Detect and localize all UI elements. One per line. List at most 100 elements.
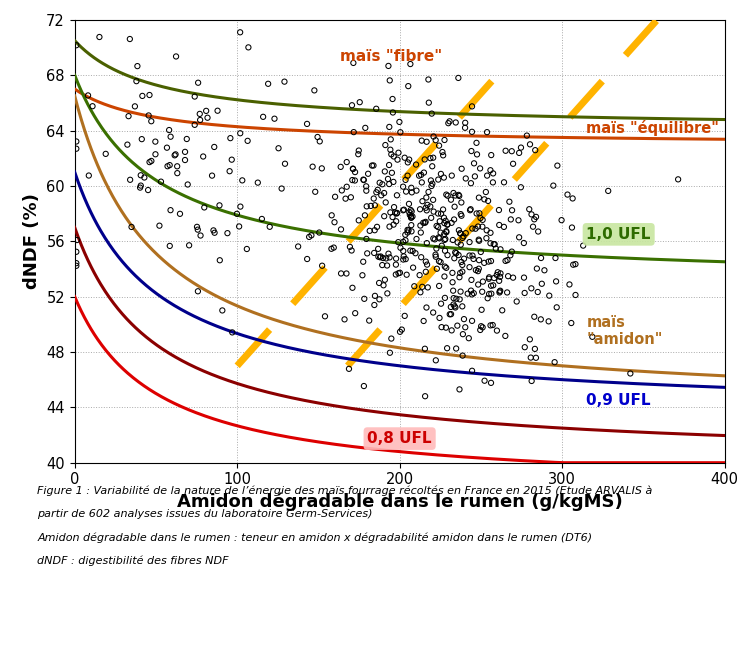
Point [672, 174, 684, 184]
Point [456, 163, 468, 174]
Text: 0,9 UFL: 0,9 UFL [586, 393, 651, 408]
Point [214, 255, 226, 266]
Point [502, 271, 514, 282]
Point [506, 247, 518, 257]
Point [471, 208, 483, 219]
Point [438, 212, 450, 223]
Point [349, 175, 361, 186]
Point [364, 225, 376, 236]
Point [444, 309, 456, 319]
Point [313, 227, 325, 238]
Point [441, 250, 453, 260]
Point [436, 322, 447, 332]
Point [356, 270, 368, 280]
Point [486, 288, 498, 299]
Point [524, 139, 536, 149]
Point [478, 194, 490, 205]
Point [525, 352, 537, 363]
Point [233, 221, 245, 232]
Point [577, 241, 589, 251]
Point [131, 76, 143, 87]
Point [518, 342, 530, 352]
Point [221, 228, 233, 239]
Point [429, 234, 441, 245]
Point [447, 188, 459, 198]
Point [441, 227, 453, 237]
Point [450, 190, 462, 201]
Point [475, 247, 487, 257]
Point [328, 243, 340, 253]
Point [415, 170, 427, 180]
Point [70, 143, 82, 154]
Point [371, 187, 382, 198]
Point [473, 264, 485, 274]
Point [569, 259, 581, 270]
Point [487, 177, 499, 188]
Point [347, 282, 359, 293]
Point [415, 227, 427, 238]
Point [231, 208, 243, 219]
Point [501, 287, 513, 297]
Point [358, 175, 370, 185]
Point [426, 108, 438, 119]
Point [468, 254, 480, 264]
Point [410, 159, 422, 170]
Point [448, 253, 460, 264]
Point [385, 144, 397, 155]
Point [385, 207, 397, 217]
Point [279, 77, 291, 87]
Point [189, 120, 201, 130]
Point [70, 136, 82, 147]
Point [419, 344, 431, 354]
Point [459, 122, 471, 133]
Point [569, 290, 581, 300]
Point [372, 184, 384, 195]
Point [454, 268, 466, 278]
Point [487, 280, 499, 291]
Point [464, 205, 476, 215]
Point [397, 205, 409, 215]
Point [164, 160, 176, 171]
Point [125, 221, 137, 232]
Point [518, 288, 530, 298]
Point [430, 251, 441, 262]
Point [499, 330, 511, 341]
Point [472, 221, 484, 232]
Point [161, 161, 173, 171]
Point [336, 185, 348, 196]
Point [421, 200, 433, 210]
Point [474, 213, 486, 223]
Point [479, 375, 491, 386]
Point [480, 186, 492, 197]
Point [530, 212, 542, 222]
Point [446, 325, 458, 336]
Point [406, 206, 418, 217]
Point [439, 245, 451, 256]
Point [137, 91, 149, 101]
Point [420, 217, 432, 227]
Point [466, 126, 478, 137]
Point [142, 185, 154, 196]
Point [449, 202, 461, 212]
Point [369, 200, 381, 211]
Point [379, 166, 391, 176]
Point [451, 321, 463, 331]
Point [362, 248, 374, 258]
Point [430, 249, 441, 260]
Point [438, 261, 450, 272]
Point [488, 273, 500, 284]
Point [437, 204, 449, 215]
Point [193, 108, 205, 119]
Point [468, 288, 480, 299]
Point [419, 217, 431, 228]
Point [143, 110, 155, 121]
Point [518, 272, 530, 283]
Point [397, 251, 409, 262]
Point [460, 173, 472, 184]
Point [435, 298, 447, 309]
Point [453, 294, 465, 305]
Point [131, 61, 143, 71]
Point [543, 290, 555, 301]
Point [550, 276, 562, 287]
Point [447, 286, 459, 296]
